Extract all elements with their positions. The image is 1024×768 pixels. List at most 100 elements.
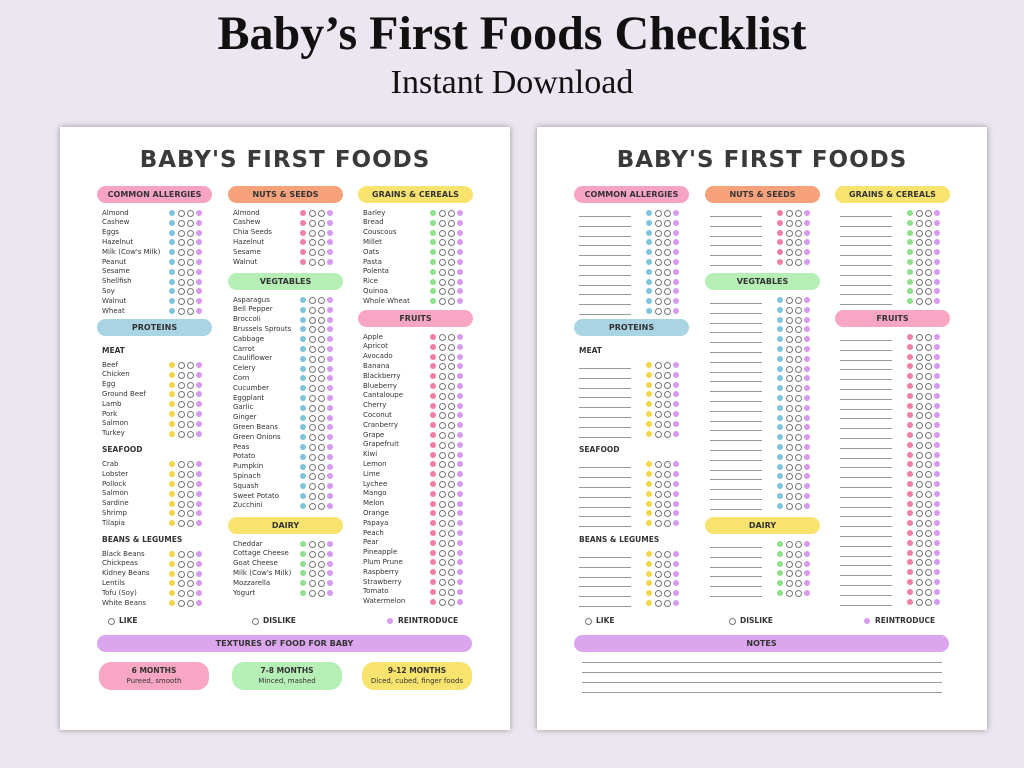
reintroduce-dot [934, 461, 940, 468]
dislike-icon [448, 402, 455, 410]
reintroduce-dot [804, 316, 810, 323]
reintroduce-dot [934, 373, 940, 380]
reintroduce-dot [673, 381, 679, 388]
reintroduce-dot [327, 259, 333, 265]
reintroduce-dot [804, 560, 810, 567]
write-line [710, 352, 762, 353]
reintroduce-dot [457, 588, 463, 595]
like-icon [178, 471, 185, 479]
food-item: Lychee [363, 479, 388, 488]
dislike-icon [448, 353, 455, 361]
reintroduce-dot [327, 229, 333, 236]
like-dot [907, 402, 913, 409]
reintroduce-dot [673, 249, 679, 256]
dislike-icon [664, 490, 671, 498]
like-icon [439, 520, 446, 528]
food-item: Pear [363, 538, 379, 547]
dislike-icon [795, 590, 802, 597]
dislike-icon [925, 402, 932, 410]
write-line [840, 255, 892, 257]
reintroduce-dot [196, 520, 202, 527]
reintroduce-dot [934, 268, 940, 275]
dislike-icon [925, 481, 932, 488]
dislike-icon [925, 249, 932, 257]
like-icon [786, 453, 793, 461]
like-icon [655, 430, 662, 438]
like-icon [178, 481, 185, 488]
like-icon [655, 288, 662, 296]
like-icon [655, 298, 662, 306]
section-heading: NUTS & SEEDS [705, 186, 820, 203]
reintroduce-dot [673, 298, 679, 305]
like-dot [646, 401, 652, 408]
dislike-icon [448, 219, 455, 227]
food-item: Shrimp [102, 508, 127, 517]
dislike-icon [925, 559, 932, 567]
write-line [710, 586, 762, 588]
like-icon [655, 278, 662, 286]
section-heading: FRUITS [358, 310, 473, 327]
reintroduce-dot [457, 298, 463, 305]
dislike-icon [448, 530, 455, 537]
dislike-icon [318, 297, 325, 304]
like-dot [300, 493, 306, 499]
like-dot [430, 461, 436, 468]
dislike-icon [318, 365, 325, 373]
reintroduce-dot [804, 404, 810, 411]
food-item: Bell Pepper [233, 305, 273, 314]
reintroduce-dot [804, 375, 810, 382]
like-dot [777, 395, 783, 401]
reintroduce-dot [196, 411, 202, 417]
like-icon [916, 288, 923, 296]
reintroduce-dot [196, 560, 202, 567]
like-dot [646, 500, 652, 507]
dislike-icon [664, 481, 671, 488]
like-dot [646, 229, 652, 236]
like-icon [916, 363, 923, 371]
like-icon [178, 362, 185, 369]
like-dot [777, 355, 783, 362]
food-item: Avocado [363, 352, 393, 361]
reintroduce-dot [804, 336, 810, 343]
like-dot [777, 550, 783, 557]
like-icon [178, 259, 185, 266]
like-dot [430, 432, 436, 438]
reintroduce-dot [457, 210, 463, 216]
group-heading: MEAT [579, 346, 602, 355]
dislike-icon [187, 420, 194, 428]
reintroduce-dot [934, 539, 940, 546]
reintroduce-dot [196, 219, 202, 226]
checklist-page: BABY'S FIRST FOODS COMMON ALLERGIES Almond… [60, 127, 510, 730]
food-item: Melon [363, 499, 385, 508]
dislike-icon [664, 239, 671, 247]
dislike-icon [925, 298, 932, 306]
dislike-icon [925, 549, 932, 557]
notes-heading: NOTES [574, 635, 949, 652]
dislike-icon [318, 404, 325, 412]
food-item: Sardine [102, 499, 129, 508]
like-dot [430, 210, 436, 216]
dislike-icon [187, 268, 194, 276]
reintroduce-dot [934, 383, 940, 389]
reintroduce-dot [196, 580, 202, 587]
like-dot [169, 371, 175, 378]
reintroduce-dot [673, 580, 679, 587]
like-dot [907, 549, 913, 556]
dislike-icon [664, 471, 671, 479]
like-dot [169, 560, 175, 567]
dislike-icon [187, 362, 194, 369]
write-line [579, 487, 631, 488]
food-item: Chicken [102, 370, 130, 379]
write-line [579, 245, 631, 247]
like-icon [309, 239, 316, 247]
reintroduce-dot [804, 473, 810, 480]
like-dot [777, 375, 783, 382]
reintroduce-dot [673, 510, 679, 517]
subtitle: Instant Download [390, 64, 634, 101]
write-line [840, 447, 892, 449]
like-icon [655, 551, 662, 558]
like-icon [916, 298, 923, 306]
food-item: Pollock [102, 479, 127, 488]
like-icon [786, 249, 793, 257]
